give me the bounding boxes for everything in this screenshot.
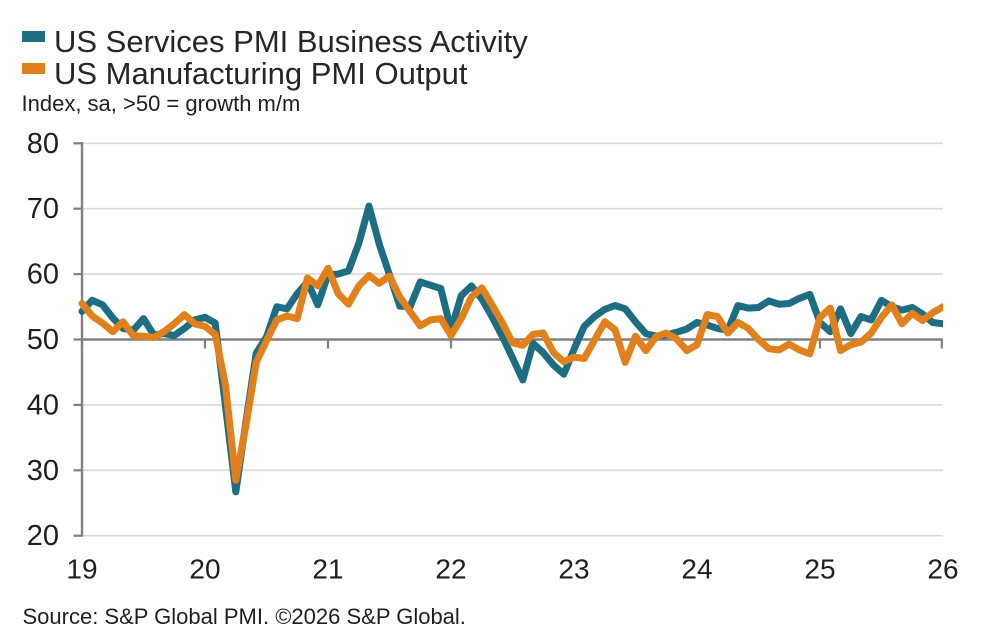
svg-text:20: 20 [27,520,59,552]
svg-text:60: 60 [27,259,59,291]
svg-text:19: 19 [66,554,97,585]
svg-text:80: 80 [27,128,59,160]
svg-text:25: 25 [804,554,835,585]
svg-text:22: 22 [435,554,466,585]
svg-text:50: 50 [27,324,59,356]
svg-text:23: 23 [558,554,589,585]
svg-text:70: 70 [27,193,59,225]
svg-text:30: 30 [27,455,59,487]
svg-text:24: 24 [681,554,712,585]
svg-text:40: 40 [27,389,59,421]
svg-text:26: 26 [927,554,958,585]
svg-text:21: 21 [312,554,343,585]
svg-text:20: 20 [189,554,220,585]
